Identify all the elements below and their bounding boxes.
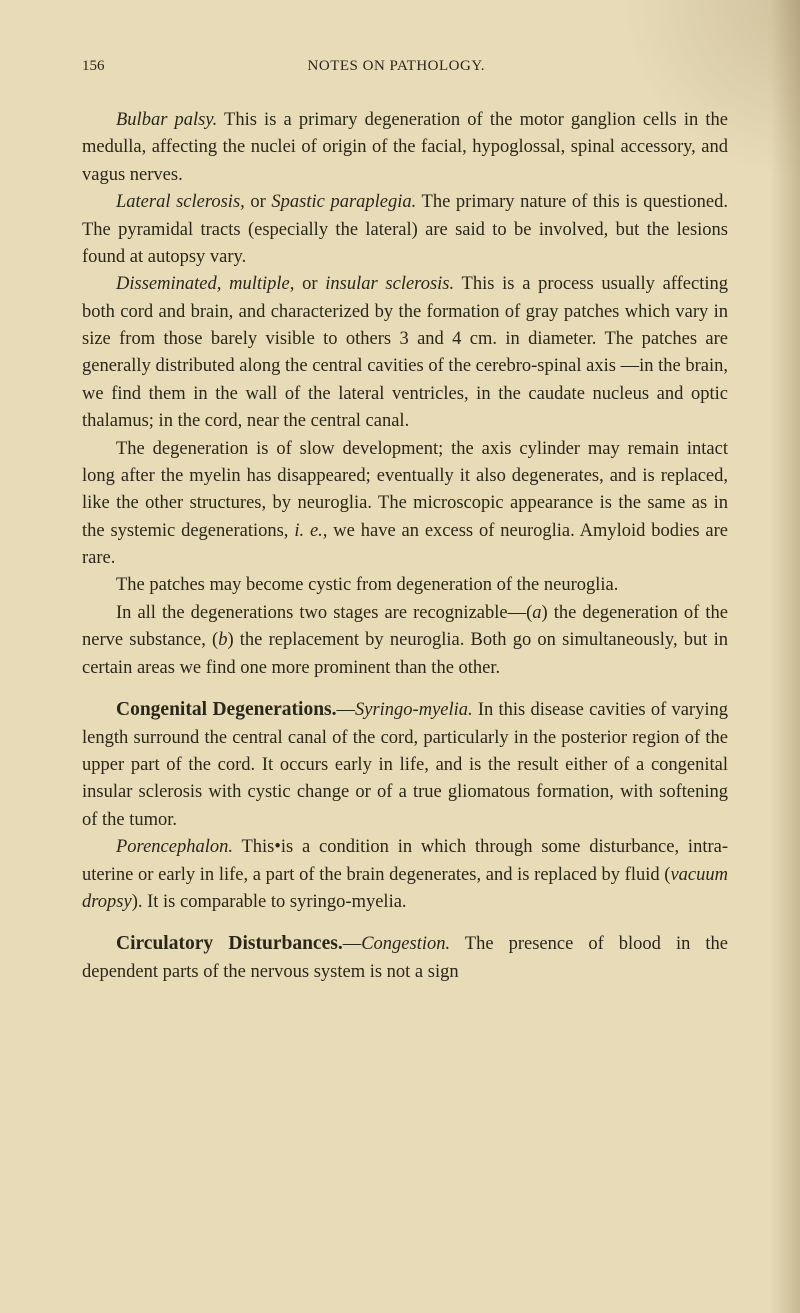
topic-italic: Disseminated, multiple, (116, 274, 294, 294)
topic-italic: Lateral sclerosis, (116, 192, 245, 212)
body-text: In all the degenerations two stages are … (116, 603, 532, 623)
page-edge-shadow (770, 0, 800, 1313)
conj-text: or (245, 192, 272, 212)
inline-italic: a (532, 603, 541, 623)
conj-text: or (294, 274, 325, 294)
inline-italic: i. e., (294, 521, 327, 541)
paragraph-porencephalon: Porencephalon. This•is a condition in wh… (82, 834, 728, 916)
topic-italic: Spastic paraplegia. (271, 192, 416, 212)
section-circulatory: Circulatory Disturbances.—Congestion. Th… (82, 930, 728, 986)
paragraph-bulbar-palsy: Bulbar palsy. This is a primary degenera… (82, 107, 728, 189)
sub-italic: Syringo-myelia. (355, 700, 473, 720)
paragraph-two-stages: In all the degenerations two stages are … (82, 600, 728, 682)
body-text: The patches may become cystic from degen… (116, 575, 618, 595)
body-text: ). It is comparable to syringo-myelia. (132, 892, 407, 912)
paragraph-disseminated: Disseminated, multiple, or insular scler… (82, 271, 728, 435)
body-text: This is a process usually affecting both… (82, 274, 728, 431)
page-number: 156 (82, 58, 105, 75)
paragraph-degeneration-slow: The degeneration is of slow development;… (82, 436, 728, 573)
dash: — (343, 934, 362, 954)
sub-italic: Congestion. (361, 934, 450, 954)
section-heading: Congenital Degenerations. (116, 699, 337, 720)
topic-italic: insular sclerosis. (325, 274, 454, 294)
topic-italic: Porencephalon. (116, 837, 233, 857)
dash: — (337, 700, 356, 720)
topic-italic: Bulbar palsy. (116, 110, 217, 130)
page-header: 156 NOTES ON PATHOLOGY. (82, 58, 728, 75)
section-congenital: Congenital Degenerations.—Syringo-myelia… (82, 696, 728, 834)
section-heading: Circulatory Disturbances. (116, 933, 343, 954)
running-head: NOTES ON PATHOLOGY. (105, 58, 689, 75)
paragraph-lateral-sclerosis: Lateral sclerosis, or Spastic paraplegia… (82, 189, 728, 271)
paragraph-patches-cystic: The patches may become cystic from degen… (82, 572, 728, 599)
